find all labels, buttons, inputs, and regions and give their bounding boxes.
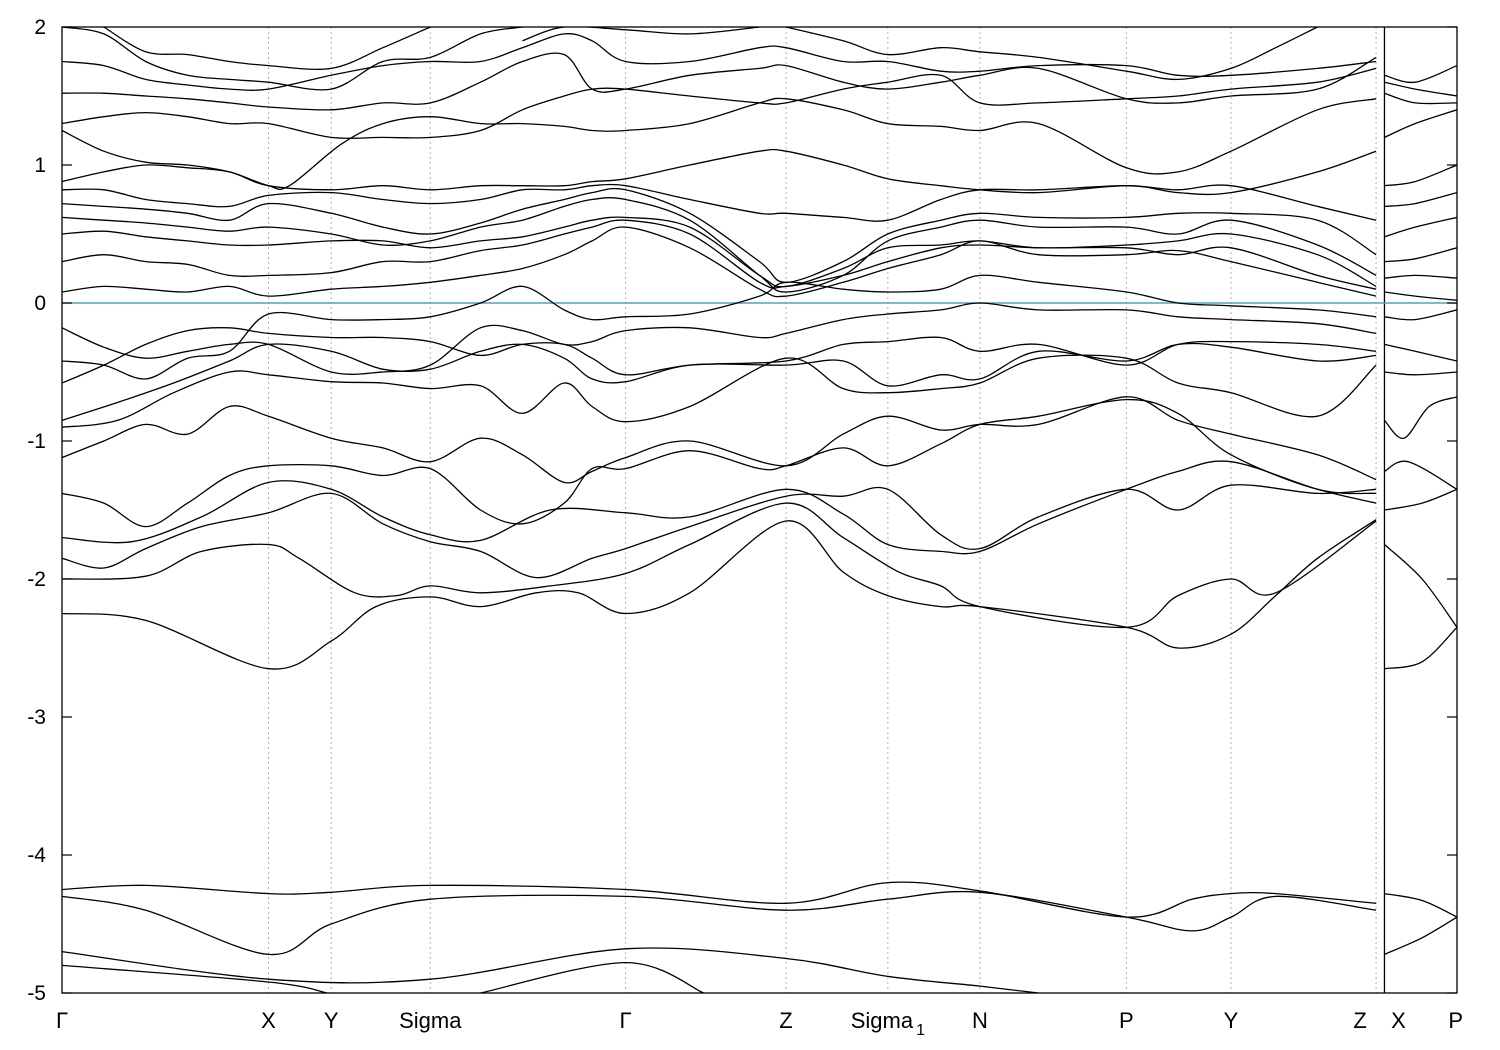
band-line-14 — [62, 342, 1377, 421]
band-line-49 — [1384, 544, 1457, 628]
band-line-21 — [62, 197, 1377, 293]
band-line-36 — [1384, 109, 1457, 138]
band-line-46 — [1384, 396, 1457, 439]
band-line-5 — [1384, 892, 1457, 918]
band-line-25 — [62, 97, 1377, 190]
x-kpoint-label: X — [261, 1008, 276, 1033]
x-kpoint-label: Γ — [56, 1008, 68, 1033]
y-tick-label: 1 — [34, 154, 46, 177]
x-kpoint-label: Sigma — [399, 1008, 462, 1033]
band-line-15 — [62, 327, 1377, 384]
band-line-1 — [480, 961, 704, 993]
band-line-19 — [62, 219, 1377, 290]
y-tick-label: -5 — [27, 982, 46, 1005]
band-line-30 — [522, 27, 760, 42]
y-tick-label: -1 — [27, 430, 46, 453]
y-tick-label: 2 — [34, 16, 46, 39]
y-tick-label: -3 — [27, 706, 46, 729]
band-line-7 — [62, 519, 1377, 670]
band-line-29 — [62, 27, 523, 91]
band-line-4 — [62, 881, 1377, 918]
y-axis: 2 1 0 -1 -2 -3 -4 -5 — [27, 16, 1457, 1005]
band-line-37 — [1384, 164, 1457, 187]
band-line-43 — [1384, 309, 1457, 321]
band-line-50 — [1384, 626, 1457, 670]
band-line-48 — [1384, 488, 1457, 511]
x-kpoint-label: P — [1119, 1008, 1134, 1033]
band-line-2 — [62, 947, 1039, 993]
band-line-42 — [1384, 291, 1457, 301]
band-line-41 — [1384, 274, 1457, 279]
band-line-11 — [62, 398, 1377, 528]
y-tick-label: -4 — [27, 844, 46, 867]
band-line-40 — [1384, 247, 1457, 263]
band-line-28 — [62, 33, 1377, 91]
x-kpoint-label: Y — [324, 1008, 339, 1033]
band-line-9 — [62, 484, 1377, 579]
y-tick-label: -2 — [27, 568, 46, 591]
band-line-32 — [103, 27, 431, 71]
band-line-17 — [62, 274, 1377, 380]
y-tick-label: 0 — [34, 292, 46, 315]
band-line-38 — [1384, 191, 1457, 208]
x-kpoint-label: Γ — [620, 1008, 632, 1033]
band-line-10 — [62, 460, 1377, 555]
band-line-3 — [62, 890, 1377, 956]
band-line-6 — [1384, 916, 1457, 955]
x-kpoint-label: Z — [1353, 1008, 1366, 1033]
plot-frame — [61, 26, 1458, 994]
band-line-45 — [1384, 371, 1457, 376]
band-line-47 — [1384, 460, 1457, 490]
band-line-31 — [785, 27, 1318, 81]
band-line-0 — [62, 964, 328, 993]
x-kpoint-label: N — [972, 1008, 988, 1033]
x-kpoint-label: P — [1448, 1008, 1463, 1033]
x-kpoint-label: Z — [779, 1008, 792, 1033]
band-line-16 — [62, 302, 1377, 375]
band-line-22 — [62, 187, 1377, 283]
band-line-27 — [62, 52, 1377, 111]
x-kpoint-label: X — [1391, 1008, 1406, 1033]
band-line-12 — [62, 396, 1377, 484]
band-line-18 — [62, 226, 1377, 298]
band-line-33 — [1384, 64, 1457, 84]
band-line-44 — [1384, 343, 1457, 362]
band-line-20 — [62, 216, 1377, 288]
band-line-39 — [1384, 216, 1457, 238]
band-line-34 — [1384, 81, 1457, 97]
band-line-8 — [62, 502, 1377, 629]
x-kpoint-label: Y — [1224, 1008, 1239, 1033]
kpoint-gridlines — [267, 27, 1386, 993]
bands-layer — [62, 27, 1457, 993]
band-line-26 — [62, 67, 1377, 140]
band-line-35 — [1384, 92, 1457, 105]
